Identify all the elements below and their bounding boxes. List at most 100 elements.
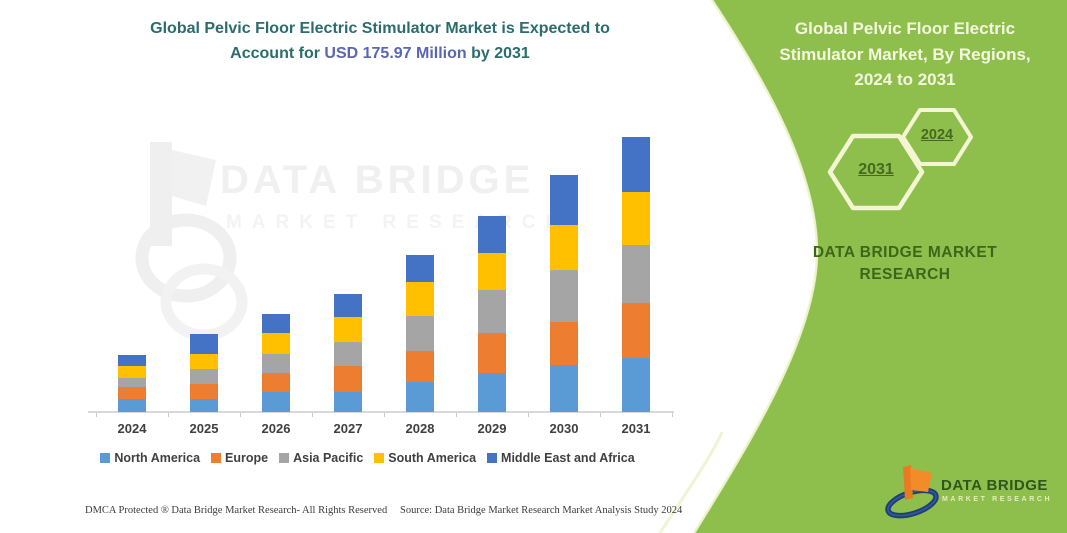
segment-north-america: [334, 392, 362, 412]
x-axis-label-2024: 2024: [117, 421, 147, 436]
segment-middle-east-and-africa: [550, 174, 578, 225]
segment-asia-pacific: [118, 377, 146, 387]
segment-asia-pacific: [406, 316, 434, 352]
side-panel-title-line2: Stimulator Market, By Regions,: [779, 44, 1031, 64]
brand-name-text: DATA BRIDGE MARKET RESEARCH: [812, 244, 998, 284]
segment-south-america: [406, 282, 434, 317]
chart-title-line1: Global Pelvic Floor Electric Stimulator …: [150, 20, 610, 37]
side-panel-title-line3: 2024 to 2031: [854, 70, 956, 89]
segment-middle-east-and-africa: [262, 313, 290, 333]
axis-tick: [528, 413, 529, 417]
watermark-brand-text: DATA BRIDGE: [220, 158, 535, 202]
segment-europe: [406, 351, 434, 382]
hexagon-year-2031[interactable]: 2031: [858, 161, 894, 178]
legend-swatch: [100, 453, 111, 463]
source-footer-text: Source: Data Bridge Market Research Mark…: [400, 505, 683, 516]
hexagon-year-2024[interactable]: 2024: [920, 127, 954, 143]
segment-south-america: [190, 354, 218, 370]
legend-label: North America: [114, 451, 201, 465]
legend-label: Asia Pacific: [293, 451, 364, 465]
segment-south-america: [550, 224, 578, 270]
segment-south-america: [334, 317, 362, 342]
segment-europe: [622, 302, 650, 358]
market-value-highlight: USD 175.97 Million: [324, 44, 467, 62]
axis-tick: [672, 413, 673, 417]
chart-title-line2: Account for USD 175.97 Million by 2031: [230, 44, 530, 62]
logo-tagline: MARKET RESEARCH: [942, 496, 1053, 503]
chart-title: Global Pelvic Floor Electric Stimulator …: [78, 17, 682, 67]
axis-tick: [384, 413, 385, 417]
segment-north-america: [118, 399, 146, 412]
legend-item-north-america: North America: [100, 451, 200, 465]
bar-2031: [622, 137, 650, 412]
segment-south-america: [118, 365, 146, 378]
dmca-footer-text: DMCA Protected ® Data Bridge Market Rese…: [85, 505, 388, 516]
legend-swatch: [374, 453, 385, 463]
segment-asia-pacific: [334, 342, 362, 367]
side-panel-title-line1: Global Pelvic Floor Electric: [794, 19, 1016, 38]
segment-asia-pacific: [622, 244, 650, 303]
legend-swatch: [487, 453, 498, 463]
legend-item-south-america: South America: [374, 451, 476, 465]
bar-2025: [190, 334, 218, 412]
legend-label: Europe: [225, 451, 269, 465]
segment-north-america: [622, 357, 650, 412]
axis-tick: [312, 413, 313, 417]
dbmr-logo-mark: [885, 465, 939, 519]
legend-item-asia-pacific: Asia Pacific: [279, 451, 363, 465]
segment-europe: [118, 387, 146, 400]
legend-item-middle-east-and-africa: Middle East and Africa: [487, 451, 635, 465]
segment-south-america: [262, 332, 290, 354]
segment-south-america: [478, 252, 506, 290]
x-axis-label-2029: 2029: [477, 421, 507, 436]
segment-south-america: [622, 192, 650, 245]
x-axis-label-2028: 2028: [405, 421, 435, 436]
segment-middle-east-and-africa: [118, 354, 146, 366]
bar-2030: [550, 174, 578, 412]
segment-middle-east-and-africa: [334, 294, 362, 317]
bar-2029: [478, 215, 506, 412]
segment-europe: [334, 366, 362, 392]
segment-north-america: [262, 392, 290, 412]
axis-tick: [168, 413, 169, 417]
segment-asia-pacific: [262, 353, 290, 373]
bar-2026: [262, 313, 290, 412]
axis-tick: [600, 413, 601, 417]
segment-europe: [478, 332, 506, 373]
side-panel-title: Global Pelvic Floor Electric Stimulator …: [763, 16, 1047, 93]
panel-edge-highlight-lower: [658, 431, 724, 533]
x-axis-label-2027: 2027: [333, 421, 363, 436]
watermark-brand-subtext: MARKET RESEARCH: [226, 212, 570, 233]
segment-north-america: [190, 399, 218, 412]
bar-2028: [406, 254, 434, 412]
x-axis-label-2030: 2030: [549, 421, 579, 436]
segment-europe: [550, 322, 578, 365]
x-axis-label-2025: 2025: [189, 421, 219, 436]
segment-middle-east-and-africa: [406, 254, 434, 282]
x-axis-line: [88, 411, 674, 413]
segment-europe: [190, 384, 218, 400]
legend-label: Middle East and Africa: [501, 451, 635, 465]
segment-north-america: [406, 382, 434, 412]
segment-europe: [262, 372, 290, 392]
segment-middle-east-and-africa: [622, 137, 650, 192]
segment-north-america: [478, 372, 506, 412]
x-axis-label-2026: 2026: [261, 421, 291, 436]
segment-north-america: [550, 364, 578, 412]
axis-tick: [240, 413, 241, 417]
x-axis-label-2031: 2031: [621, 421, 651, 436]
axis-tick: [96, 413, 97, 417]
legend-item-europe: Europe: [211, 451, 268, 465]
segment-asia-pacific: [478, 289, 506, 333]
segment-asia-pacific: [190, 369, 218, 385]
legend-label: South America: [388, 451, 477, 465]
bar-2027: [334, 294, 362, 412]
axis-tick: [456, 413, 457, 417]
segment-asia-pacific: [550, 269, 578, 322]
bar-2024: [118, 354, 146, 412]
segment-middle-east-and-africa: [478, 215, 506, 253]
chart-legend: North America Europe Asia Pacific South Ame…: [60, 451, 675, 465]
logo-wordmark: DATA BRIDGE: [941, 477, 1048, 494]
legend-swatch: [211, 453, 222, 463]
